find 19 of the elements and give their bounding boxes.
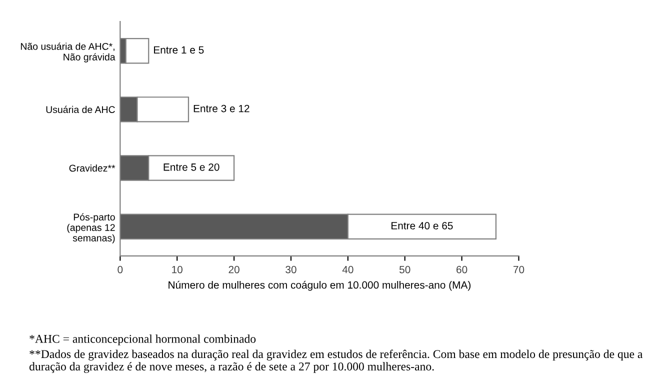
data-label: Entre 1 e 5 bbox=[154, 46, 204, 54]
x-tick-label: 40 bbox=[342, 266, 354, 274]
x-tick-label: 0 bbox=[118, 266, 123, 274]
data-label: Entre 3 e 12 bbox=[194, 104, 250, 112]
y-tick-label: Não usuária de AHC*, Não grávida bbox=[20, 42, 116, 62]
x-tick-label: 70 bbox=[513, 266, 524, 274]
x-tick-label: 50 bbox=[399, 266, 410, 274]
x-tick-label: 10 bbox=[172, 266, 182, 274]
x-tick-label: 60 bbox=[456, 266, 468, 274]
x-axis-title: Número de mulheres com coágulo em 10.000 mulheres-ano (MA) bbox=[168, 280, 470, 291]
x-tick-label: 20 bbox=[228, 266, 240, 274]
text: *AHC = anticoncepcional hormonal combinado bbox=[30, 334, 256, 346]
y-tick-label: Gravidez** bbox=[69, 164, 116, 172]
data-label: Entre 5 e 20 bbox=[164, 163, 220, 171]
x-tick-label: 30 bbox=[286, 266, 296, 274]
text: **Dados de gravidez baseados na duração real da gravidez em estudos de referência. Com base em modelo de presunção de que a duração da gravidez é de nove meses, a razão é de sete a 27 por 10.000 mulheres-ano. bbox=[29, 350, 643, 373]
data-label: Entre 40 e 65 bbox=[392, 222, 453, 230]
y-tick-label: Usuária de AHC bbox=[46, 106, 115, 114]
y-tick-label: Pós-parto (apenas 12 semanas) bbox=[67, 213, 115, 244]
